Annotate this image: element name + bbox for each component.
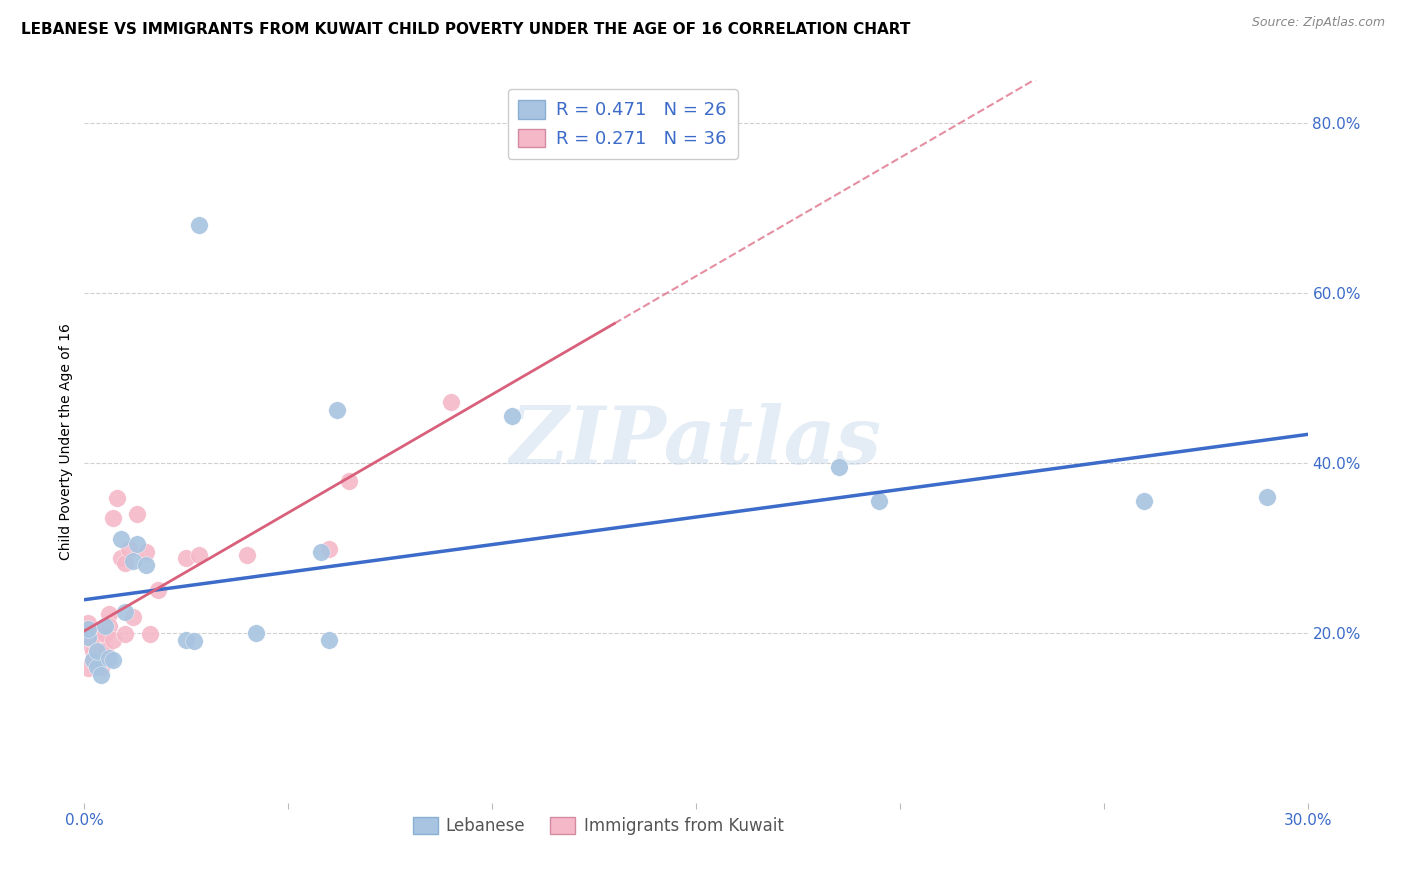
Point <box>187 218 209 232</box>
Point <box>90 661 112 675</box>
Point <box>440 394 463 409</box>
Point <box>82 653 104 667</box>
Point <box>97 651 120 665</box>
Point <box>97 619 120 633</box>
Point <box>127 536 149 550</box>
Text: Source: ZipAtlas.com: Source: ZipAtlas.com <box>1251 16 1385 29</box>
Point <box>122 553 145 567</box>
Point <box>869 494 891 508</box>
Point <box>97 607 120 621</box>
Point <box>90 668 112 682</box>
Point <box>77 630 100 644</box>
Point <box>245 625 267 640</box>
Point <box>118 542 141 557</box>
Point <box>101 653 124 667</box>
Legend: Lebanese, Immigrants from Kuwait: Lebanese, Immigrants from Kuwait <box>406 810 790 841</box>
Point <box>236 548 259 562</box>
Point <box>135 558 157 572</box>
Point <box>127 507 149 521</box>
Point <box>101 511 124 525</box>
Point <box>1133 494 1156 508</box>
Point <box>90 644 112 658</box>
Point <box>86 660 108 674</box>
Point <box>828 460 851 475</box>
Point <box>110 551 132 566</box>
Point <box>86 627 108 641</box>
Point <box>93 627 115 641</box>
Point <box>93 644 115 658</box>
Point <box>114 605 136 619</box>
Point <box>174 551 197 566</box>
Point <box>138 627 160 641</box>
Point <box>135 545 157 559</box>
Point <box>318 632 340 647</box>
Point <box>82 653 104 667</box>
Point <box>318 542 340 557</box>
Point <box>90 632 112 647</box>
Point <box>122 610 145 624</box>
Point <box>1256 490 1278 504</box>
Point <box>77 636 100 650</box>
Point <box>187 548 209 562</box>
Point <box>174 632 197 647</box>
Point <box>105 491 128 506</box>
Point <box>86 636 108 650</box>
Point <box>114 556 136 570</box>
Point <box>146 583 169 598</box>
Point <box>82 644 104 658</box>
Point <box>77 661 100 675</box>
Point <box>114 627 136 641</box>
Y-axis label: Child Poverty Under the Age of 16: Child Poverty Under the Age of 16 <box>59 323 73 560</box>
Point <box>326 403 349 417</box>
Text: LEBANESE VS IMMIGRANTS FROM KUWAIT CHILD POVERTY UNDER THE AGE OF 16 CORRELATION: LEBANESE VS IMMIGRANTS FROM KUWAIT CHILD… <box>21 22 911 37</box>
Point <box>86 644 108 658</box>
Point <box>77 615 100 630</box>
Point <box>77 630 100 644</box>
Point <box>82 632 104 647</box>
Point <box>110 533 132 547</box>
Point <box>183 634 205 648</box>
Point <box>101 632 124 647</box>
Point <box>86 644 108 658</box>
Point <box>309 545 332 559</box>
Text: ZIPatlas: ZIPatlas <box>510 403 882 480</box>
Point <box>339 475 361 489</box>
Point <box>93 619 115 633</box>
Point <box>77 624 100 639</box>
Point <box>502 409 524 423</box>
Point <box>77 622 100 636</box>
